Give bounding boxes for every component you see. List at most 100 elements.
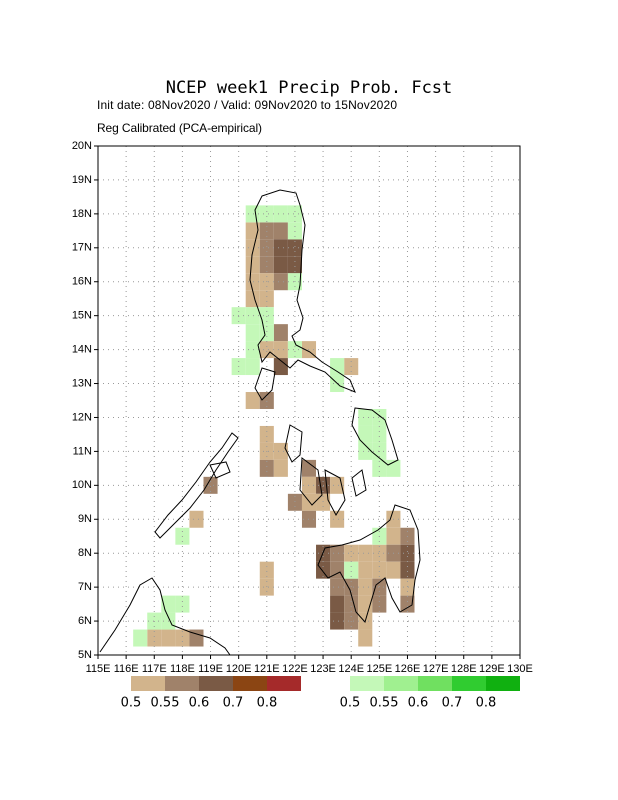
grid-cell [301,459,317,477]
grid-cell [330,561,345,579]
coastline [284,424,303,463]
subtitle: Reg Calibrated (PCA-empirical) [97,121,262,135]
x-tick-label: 126E [395,663,421,675]
grid-cell [245,358,260,376]
coastline [324,469,346,517]
coastline [254,367,276,401]
grid-cell [358,561,373,579]
coastline [209,461,231,479]
coastline [351,407,399,466]
grid-cell [400,544,415,562]
grid-cell [330,544,345,562]
x-tick-label: 116E [114,663,139,675]
x-tick-label: 120E [226,663,252,675]
grid-cell [245,256,260,274]
y-tick-label: 19N [72,174,92,186]
x-tick-label: 129E [479,663,505,675]
grid-cell [259,290,274,308]
grid-cell [358,629,373,647]
y-tick-label: 5N [78,649,92,661]
axes: 115E 116E 117E 118E 119E 120E 121E 122E 123E 124E… [72,140,533,675]
grid-cell [400,595,415,613]
legend-label: 0.6 [189,696,210,711]
grid-cell [386,527,401,545]
grid-cell [330,510,345,528]
grid-cell [245,392,260,409]
legend-swatch [418,676,452,691]
y-tick-label: 13N [72,377,92,389]
grid-cell [287,493,302,511]
grid-cell [273,459,288,477]
x-tick-label: 115E [86,663,111,675]
x-tick-label: 117E [142,663,167,675]
legend-swatch [452,676,486,691]
grid-cell [245,307,260,325]
grid-cell [259,392,274,409]
coastline [99,189,421,656]
grid-cell [189,510,204,528]
grid-cell [259,425,274,443]
grid-cell [330,612,345,630]
grid-cell [301,493,317,511]
grid-cell [147,629,162,647]
legend-label: 0.5 [121,696,142,711]
grid-cell [358,578,373,596]
grid-cell [330,595,345,613]
y-tick-label: 16N [72,276,92,288]
grid-cell [400,561,415,579]
coastline [249,189,356,393]
x-tick-label: 119E [198,663,223,675]
y-tick-label: 18N [72,208,92,220]
x-tick-label: 124E [338,663,364,675]
legend-swatch [486,676,520,691]
grid-cell [259,239,274,257]
legend-label: 0.55 [151,696,180,711]
grid-cell [175,629,190,647]
coastline [317,504,421,623]
grid-cell [372,425,387,443]
grid-cell [259,205,274,223]
grid-cell [273,256,288,274]
grid-cell [245,341,260,359]
grid-cell [344,595,359,613]
grid-cell [245,324,260,342]
y-tick-label: 8N [78,547,92,559]
legend-label: 0.7 [442,696,463,711]
grid-cell [273,239,288,257]
legend-swatch [350,676,384,691]
grid-cell [189,629,204,647]
coastline [299,457,323,506]
grid-cell [287,205,302,223]
grid-cell [372,459,387,477]
grid-cell [358,408,373,426]
legend-label: 0.8 [257,696,278,711]
subtitle: Init date: 08Nov2020 / Valid: 09Nov2020 … [97,98,397,112]
grid-cell [287,222,302,240]
grid-cell [372,578,387,596]
legend-swatch [267,676,301,691]
x-tick-label: 118E [170,663,195,675]
legend-label: 0.6 [408,696,429,711]
grid-cell [344,561,359,579]
grid-cell [273,273,288,291]
grid-cell [330,578,345,596]
coastline [351,469,367,497]
grid-cell [372,544,387,562]
y-tick-label: 7N [78,581,92,593]
x-tick-label: 122E [282,663,308,675]
grid-cell [259,459,274,477]
coastline [154,432,239,539]
grid-cell [259,341,274,359]
grid-cell [259,256,274,274]
grid-cell [245,205,260,223]
legend-label: 0.7 [223,696,244,711]
chart-title: NCEP week1 Precip Prob. Fcst [166,78,453,98]
x-tick-label: 128E [451,663,477,675]
y-tick-label: 9N [78,513,92,525]
grid-cell [273,324,288,342]
grid-cell [287,256,302,274]
y-tick-label: 11N [73,445,92,457]
x-tick-label: 130E [507,663,533,675]
legend-label: 0.55 [370,696,399,711]
